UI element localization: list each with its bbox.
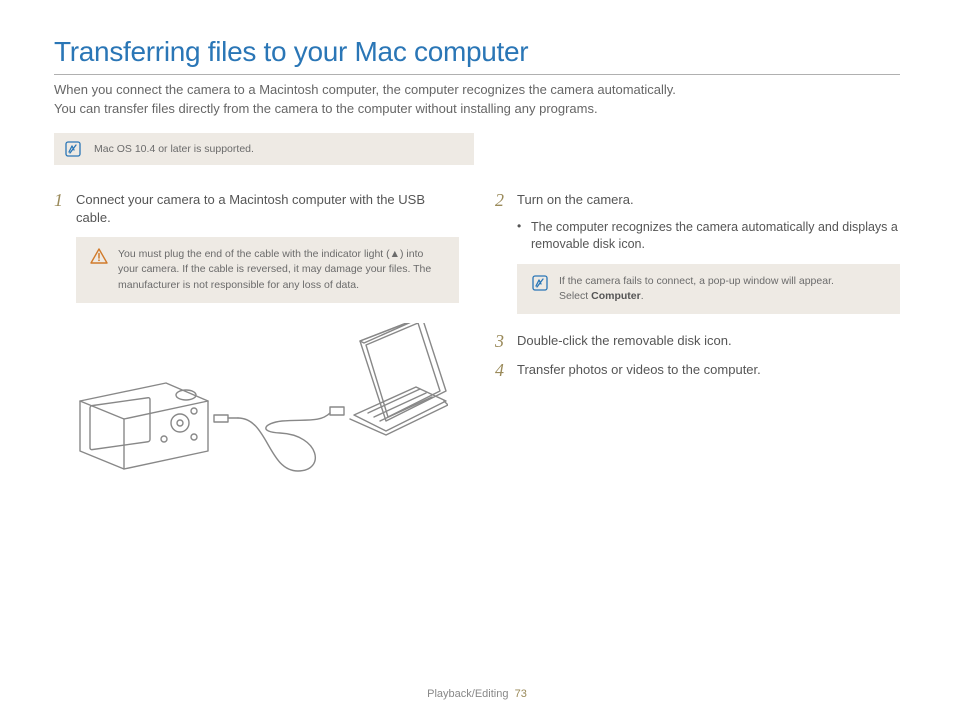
usb-warning-text: You must plug the end of the cable with …	[118, 247, 431, 293]
note-icon	[529, 274, 551, 304]
note2-l1: If the camera fails to connect, a pop-up…	[559, 275, 834, 287]
step-2: 2 Turn on the camera.	[495, 191, 900, 209]
footer-section: Playback/Editing	[427, 688, 508, 700]
warn-l3: manufacturer is not responsible for any …	[118, 279, 359, 291]
os-support-note: Mac OS 10.4 or later is supported.	[54, 133, 474, 165]
step-4-text: Transfer photos or videos to the compute…	[517, 361, 761, 379]
os-support-text: Mac OS 10.4 or later is supported.	[94, 143, 254, 155]
step-3-number: 3	[495, 332, 517, 350]
title-rule	[54, 74, 900, 75]
camera-cable-laptop-illustration	[68, 323, 459, 488]
step-3-text: Double-click the removable disk icon.	[517, 332, 732, 350]
usb-warning-callout: You must plug the end of the cable with …	[76, 237, 459, 303]
step-1-text: Connect your camera to a Macintosh compu…	[76, 191, 459, 227]
right-column: 2 Turn on the camera. • The computer rec…	[495, 191, 900, 488]
step-3: 3 Double-click the removable disk icon.	[495, 332, 900, 350]
page-title: Transferring files to your Mac computer	[54, 36, 900, 68]
step-1-number: 1	[54, 191, 76, 227]
warn-l1: You must plug the end of the cable with …	[118, 248, 423, 260]
step-4: 4 Transfer photos or videos to the compu…	[495, 361, 900, 379]
manual-page: Transferring files to your Mac computer …	[0, 0, 954, 720]
warn-l2: your camera. If the cable is reversed, i…	[118, 263, 431, 275]
step-2-text: Turn on the camera.	[517, 191, 634, 209]
connect-fail-text: If the camera fails to connect, a pop-up…	[559, 274, 834, 304]
note2-l2-suffix: .	[641, 290, 644, 302]
note2-l2-bold: Computer	[591, 290, 641, 302]
intro-line-1: When you connect the camera to a Macinto…	[54, 81, 900, 100]
note2-l2-prefix: Select	[559, 290, 591, 302]
page-footer: Playback/Editing 73	[0, 688, 954, 700]
intro-line-2: You can transfer files directly from the…	[54, 100, 900, 119]
left-column: 1 Connect your camera to a Macintosh com…	[54, 191, 459, 488]
bullet-dot: •	[517, 219, 531, 254]
warning-icon	[88, 247, 110, 293]
step-4-number: 4	[495, 361, 517, 379]
connect-fail-note: If the camera fails to connect, a pop-up…	[517, 264, 900, 314]
step-1: 1 Connect your camera to a Macintosh com…	[54, 191, 459, 227]
footer-page-number: 73	[515, 688, 527, 700]
step-2-bullet-text: The computer recognizes the camera autom…	[531, 219, 900, 254]
two-column-body: 1 Connect your camera to a Macintosh com…	[54, 191, 900, 488]
step-2-number: 2	[495, 191, 517, 209]
spacer	[495, 314, 900, 332]
note-icon	[62, 141, 84, 157]
step-2-bullet: • The computer recognizes the camera aut…	[517, 219, 900, 254]
